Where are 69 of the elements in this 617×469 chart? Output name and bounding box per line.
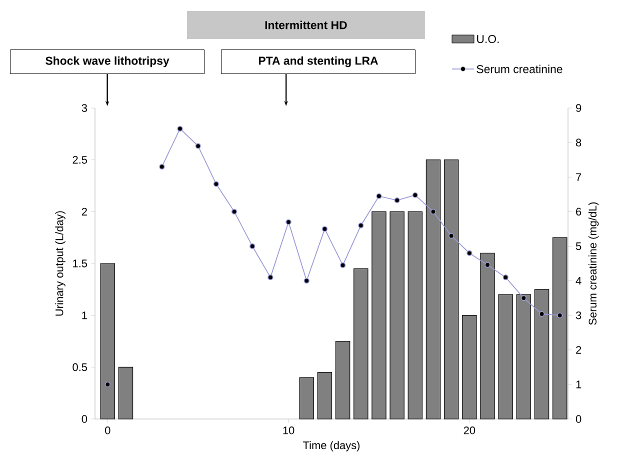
y-tick-label: 0 — [82, 415, 88, 423]
bar — [317, 372, 332, 420]
y2-tick-label: 4 — [576, 277, 582, 285]
bar — [100, 263, 116, 420]
bar — [299, 377, 314, 420]
x-tick-label: 10 — [283, 426, 294, 434]
y2-tick-label: 5 — [576, 242, 582, 250]
point — [304, 278, 310, 284]
y2-tick-label: 2 — [576, 346, 582, 354]
legend-label: U.O. — [477, 34, 499, 44]
y-axis-title: Urinary output (L/day) — [55, 211, 66, 316]
bar — [462, 315, 477, 420]
bar — [534, 289, 550, 420]
y2-tick-label: 9 — [576, 104, 582, 112]
point — [213, 181, 220, 187]
point — [394, 197, 400, 204]
bar — [426, 160, 441, 420]
bar — [390, 211, 404, 420]
text: PTA and stenting LRA — [258, 56, 378, 68]
y2-tick-label: 1 — [576, 380, 582, 388]
point — [340, 262, 346, 268]
y-tick-label: 1.5 — [73, 260, 88, 268]
point — [286, 219, 292, 225]
point — [520, 295, 527, 301]
point — [557, 312, 563, 318]
y-tick-label: 2.5 — [72, 156, 88, 164]
point — [484, 262, 490, 268]
point — [177, 126, 183, 132]
bar — [516, 294, 532, 420]
y2-tick-label: 0 — [576, 415, 582, 423]
y2-tick-label: 8 — [576, 138, 582, 146]
point — [430, 208, 436, 215]
x-tick-label: 20 — [464, 426, 476, 434]
legend-label: Serum creatinine — [476, 64, 562, 74]
bar — [552, 237, 568, 420]
y2-tick-label: 6 — [576, 208, 582, 216]
x-tick-label: 0 — [105, 426, 110, 434]
point — [250, 243, 256, 250]
y-tick-label: 3 — [82, 104, 87, 112]
bar — [408, 211, 423, 420]
point — [104, 382, 111, 388]
bar — [498, 294, 513, 420]
x-axis-title: Time (days) — [303, 441, 360, 452]
bar — [335, 340, 350, 420]
bar — [372, 211, 386, 420]
point — [448, 233, 454, 239]
y-tick-label: 2 — [82, 208, 87, 216]
bar — [444, 160, 459, 420]
y2-axis-title: Serum creatinine (mg/dL) — [588, 202, 599, 325]
text: Shock wave lithotripsy — [46, 56, 170, 68]
point — [322, 226, 328, 232]
point — [231, 208, 238, 215]
y-tick-label: 1 — [82, 312, 87, 320]
point — [376, 193, 382, 199]
point — [195, 143, 201, 149]
bar — [480, 252, 495, 420]
y-tick-label: 0.5 — [72, 363, 88, 372]
point — [538, 311, 545, 317]
bar — [354, 268, 368, 420]
bar — [118, 366, 134, 420]
point — [466, 250, 472, 256]
point — [358, 222, 364, 228]
y2-tick-label: 7 — [576, 173, 582, 181]
point — [268, 274, 274, 280]
point — [502, 274, 508, 280]
text: Intermittent HD — [265, 20, 347, 30]
point — [412, 192, 418, 198]
y2-tick-label: 3 — [576, 311, 582, 320]
point — [159, 164, 165, 170]
